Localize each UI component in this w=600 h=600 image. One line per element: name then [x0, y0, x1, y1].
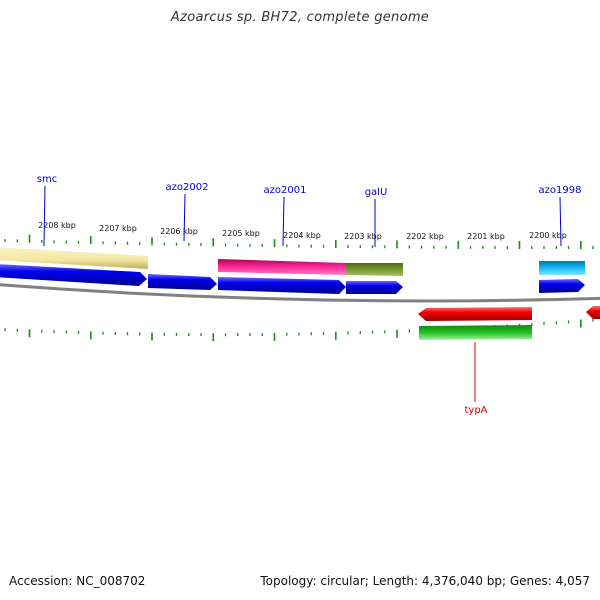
gene-label-azo2002: azo2002 — [166, 182, 209, 193]
scale-label-2206: 2206 kbp — [160, 227, 198, 236]
scale-label-2201: 2201 kbp — [467, 232, 505, 241]
cds-arrow-azo1998 — [539, 279, 585, 293]
map-title: Azoarcus sp. BH72, complete genome — [170, 10, 430, 25]
gene-label-smc: smc — [37, 174, 57, 185]
gene-label-galU: galU — [365, 187, 388, 198]
accession-text: Accession: NC_008702 — [9, 574, 146, 588]
cds-arrow-azo2001 — [218, 277, 346, 294]
leader-azo2002 — [183, 193, 186, 242]
gene-bar-typA — [419, 325, 532, 340]
cds-arrow-smc — [0, 264, 147, 286]
leader-smc — [43, 185, 46, 247]
gene-bar-smc — [0, 247, 148, 269]
topology-summary: Topology: circular; Length: 4,376,040 bp… — [260, 574, 590, 588]
cds-arrow-galU — [346, 281, 403, 294]
gene-bar-galU — [346, 263, 403, 276]
gene-labels: smc azo2002 azo2001 galU azo1998 typA — [37, 174, 582, 416]
gene-bar-azo1998 — [539, 261, 585, 275]
gene-label-azo1998: azo1998 — [539, 185, 582, 196]
scale-label-2203: 2203 kbp — [344, 232, 382, 241]
cds-arrow-edge — [586, 306, 600, 319]
cds-arrow-azo2002 — [148, 274, 217, 290]
leader-azo1998 — [559, 196, 562, 247]
scale-label-2202: 2202 kbp — [406, 232, 444, 241]
genome-backbone — [0, 283, 600, 303]
scale-labels: 2208 kbp 2207 kbp 2206 kbp 2205 kbp 2204… — [38, 221, 567, 241]
scale-label-2207: 2207 kbp — [99, 224, 137, 233]
scale-ticks-upper — [4, 234, 594, 249]
gene-bar-azo2001 — [218, 259, 346, 275]
cds-arrow-typA — [418, 307, 532, 321]
scale-label-2200: 2200 kbp — [529, 231, 567, 240]
gene-label-typA: typA — [464, 405, 487, 416]
gene-label-azo2001: azo2001 — [264, 185, 307, 196]
scale-label-2208: 2208 kbp — [38, 221, 76, 230]
scale-label-2205: 2205 kbp — [222, 229, 260, 238]
scale-label-2204: 2204 kbp — [283, 231, 321, 240]
label-leaders — [43, 185, 562, 402]
leader-azo2001 — [282, 196, 285, 247]
